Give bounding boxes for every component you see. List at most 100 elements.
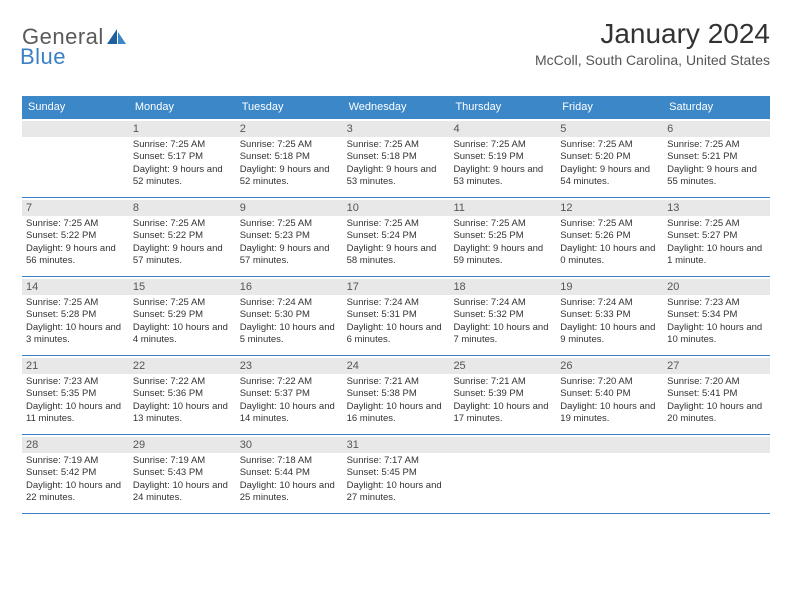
day-cell: 4 Sunrise: 7:25 AMSunset: 5:19 PMDaylight… <box>449 119 556 197</box>
day-cell <box>556 435 663 513</box>
day-number: 4 <box>449 121 556 137</box>
dayhead-thursday: Thursday <box>449 96 556 119</box>
day-number: 14 <box>22 279 129 295</box>
day-number: 16 <box>236 279 343 295</box>
day-cell: 25Sunrise: 7:21 AMSunset: 5:39 PMDayligh… <box>449 356 556 434</box>
day-cell: 31Sunrise: 7:17 AMSunset: 5:45 PMDayligh… <box>343 435 450 513</box>
day-info: Sunrise: 7:25 AMSunset: 5:20 PMDaylight:… <box>560 139 659 188</box>
week-row: 28 Sunrise: 7:19 AMSunset: 5:42 PMDayligh… <box>22 435 770 514</box>
day-number: 17 <box>343 279 450 295</box>
day-number: 21 <box>22 358 129 374</box>
day-info: Sunrise: 7:21 AMSunset: 5:39 PMDaylight:… <box>453 376 552 425</box>
day-cell: 22Sunrise: 7:22 AMSunset: 5:36 PMDayligh… <box>129 356 236 434</box>
day-cell: 20Sunrise: 7:23 AMSunset: 5:34 PMDayligh… <box>663 277 770 355</box>
day-cell: 21 Sunrise: 7:23 AMSunset: 5:35 PMDayligh… <box>22 356 129 434</box>
day-cell: 23 Sunrise: 7:22 AMSunset: 5:37 PMDayligh… <box>236 356 343 434</box>
day-cell <box>663 435 770 513</box>
empty-daynum <box>556 437 663 453</box>
day-info: Sunrise: 7:25 AMSunset: 5:24 PMDaylight:… <box>347 218 446 267</box>
day-info: Sunrise: 7:25 AMSunset: 5:29 PMDaylight:… <box>133 297 232 346</box>
day-number: 8 <box>129 200 236 216</box>
day-cell: 9Sunrise: 7:25 AMSunset: 5:23 PMDaylight… <box>236 198 343 276</box>
day-cell: 12 Sunrise: 7:25 AMSunset: 5:26 PMDayligh… <box>556 198 663 276</box>
day-number: 15 <box>129 279 236 295</box>
day-number: 9 <box>236 200 343 216</box>
day-info: Sunrise: 7:19 AMSunset: 5:42 PMDaylight:… <box>26 455 125 504</box>
day-cell: 30Sunrise: 7:18 AMSunset: 5:44 PMDayligh… <box>236 435 343 513</box>
title-block: January 2024 McColl, South Carolina, Uni… <box>535 18 770 68</box>
day-cell: 15 Sunrise: 7:25 AMSunset: 5:29 PMDayligh… <box>129 277 236 355</box>
day-info: Sunrise: 7:25 AMSunset: 5:22 PMDaylight:… <box>26 218 125 267</box>
day-cell: 5 Sunrise: 7:25 AMSunset: 5:20 PMDaylight… <box>556 119 663 197</box>
day-info: Sunrise: 7:21 AMSunset: 5:38 PMDaylight:… <box>347 376 446 425</box>
day-number: 12 <box>556 200 663 216</box>
day-cell: 13 Sunrise: 7:25 AMSunset: 5:27 PMDayligh… <box>663 198 770 276</box>
week-row: 7 Sunrise: 7:25 AMSunset: 5:22 PMDaylight… <box>22 198 770 277</box>
day-info: Sunrise: 7:25 AMSunset: 5:18 PMDaylight:… <box>240 139 339 188</box>
day-number: 1 <box>129 121 236 137</box>
day-info: Sunrise: 7:25 AMSunset: 5:27 PMDaylight:… <box>667 218 766 267</box>
day-number: 7 <box>22 200 129 216</box>
day-number: 13 <box>663 200 770 216</box>
logo-text-blue: Blue <box>20 44 66 69</box>
day-cell: 3Sunrise: 7:25 AMSunset: 5:18 PMDaylight… <box>343 119 450 197</box>
day-cell: 7 Sunrise: 7:25 AMSunset: 5:22 PMDaylight… <box>22 198 129 276</box>
week-row: 1 Sunrise: 7:25 AMSunset: 5:17 PMDaylight… <box>22 119 770 198</box>
day-info: Sunrise: 7:22 AMSunset: 5:37 PMDaylight:… <box>240 376 339 425</box>
calendar: Sunday Monday Tuesday Wednesday Thursday… <box>22 96 770 514</box>
empty-daynum <box>449 437 556 453</box>
day-info: Sunrise: 7:22 AMSunset: 5:36 PMDaylight:… <box>133 376 232 425</box>
day-info: Sunrise: 7:24 AMSunset: 5:30 PMDaylight:… <box>240 297 339 346</box>
day-info: Sunrise: 7:23 AMSunset: 5:35 PMDaylight:… <box>26 376 125 425</box>
day-number: 26 <box>556 358 663 374</box>
dayhead-row: Sunday Monday Tuesday Wednesday Thursday… <box>22 96 770 119</box>
day-cell: 19Sunrise: 7:24 AMSunset: 5:33 PMDayligh… <box>556 277 663 355</box>
day-number: 23 <box>236 358 343 374</box>
week-row: 21 Sunrise: 7:23 AMSunset: 5:35 PMDayligh… <box>22 356 770 435</box>
day-cell: 28 Sunrise: 7:19 AMSunset: 5:42 PMDayligh… <box>22 435 129 513</box>
day-info: Sunrise: 7:24 AMSunset: 5:31 PMDaylight:… <box>347 297 446 346</box>
day-cell <box>449 435 556 513</box>
day-info: Sunrise: 7:25 AMSunset: 5:25 PMDaylight:… <box>453 218 552 267</box>
day-cell: 14Sunrise: 7:25 AMSunset: 5:28 PMDayligh… <box>22 277 129 355</box>
day-number: 18 <box>449 279 556 295</box>
logo-sail-icon <box>106 27 128 45</box>
day-info: Sunrise: 7:20 AMSunset: 5:41 PMDaylight:… <box>667 376 766 425</box>
day-cell: 24 Sunrise: 7:21 AMSunset: 5:38 PMDayligh… <box>343 356 450 434</box>
day-number: 28 <box>22 437 129 453</box>
day-cell: 29Sunrise: 7:19 AMSunset: 5:43 PMDayligh… <box>129 435 236 513</box>
day-cell: 10 Sunrise: 7:25 AMSunset: 5:24 PMDayligh… <box>343 198 450 276</box>
day-info: Sunrise: 7:20 AMSunset: 5:40 PMDaylight:… <box>560 376 659 425</box>
page-title: January 2024 <box>535 18 770 50</box>
dayhead-friday: Friday <box>556 96 663 119</box>
day-number: 11 <box>449 200 556 216</box>
day-info: Sunrise: 7:25 AMSunset: 5:21 PMDaylight:… <box>667 139 766 188</box>
day-number: 24 <box>343 358 450 374</box>
day-number: 10 <box>343 200 450 216</box>
day-number: 20 <box>663 279 770 295</box>
day-info: Sunrise: 7:25 AMSunset: 5:17 PMDaylight:… <box>133 139 232 188</box>
day-cell: 16 Sunrise: 7:24 AMSunset: 5:30 PMDayligh… <box>236 277 343 355</box>
day-number: 29 <box>129 437 236 453</box>
day-number: 27 <box>663 358 770 374</box>
dayhead-saturday: Saturday <box>663 96 770 119</box>
day-cell <box>22 119 129 197</box>
logo-blue-row: Blue <box>22 44 66 70</box>
week-row: 14Sunrise: 7:25 AMSunset: 5:28 PMDayligh… <box>22 277 770 356</box>
day-number: 5 <box>556 121 663 137</box>
day-cell: 1 Sunrise: 7:25 AMSunset: 5:17 PMDaylight… <box>129 119 236 197</box>
day-info: Sunrise: 7:25 AMSunset: 5:18 PMDaylight:… <box>347 139 446 188</box>
dayhead-tuesday: Tuesday <box>236 96 343 119</box>
day-cell: 27 Sunrise: 7:20 AMSunset: 5:41 PMDayligh… <box>663 356 770 434</box>
day-info: Sunrise: 7:25 AMSunset: 5:19 PMDaylight:… <box>453 139 552 188</box>
day-number: 2 <box>236 121 343 137</box>
day-cell: 17 Sunrise: 7:24 AMSunset: 5:31 PMDayligh… <box>343 277 450 355</box>
day-cell: 2 Sunrise: 7:25 AMSunset: 5:18 PMDaylight… <box>236 119 343 197</box>
day-cell: 8Sunrise: 7:25 AMSunset: 5:22 PMDaylight… <box>129 198 236 276</box>
day-info: Sunrise: 7:25 AMSunset: 5:26 PMDaylight:… <box>560 218 659 267</box>
day-number: 19 <box>556 279 663 295</box>
day-cell: 11 Sunrise: 7:25 AMSunset: 5:25 PMDayligh… <box>449 198 556 276</box>
day-cell: 26 Sunrise: 7:20 AMSunset: 5:40 PMDayligh… <box>556 356 663 434</box>
day-number: 31 <box>343 437 450 453</box>
empty-daynum <box>663 437 770 453</box>
